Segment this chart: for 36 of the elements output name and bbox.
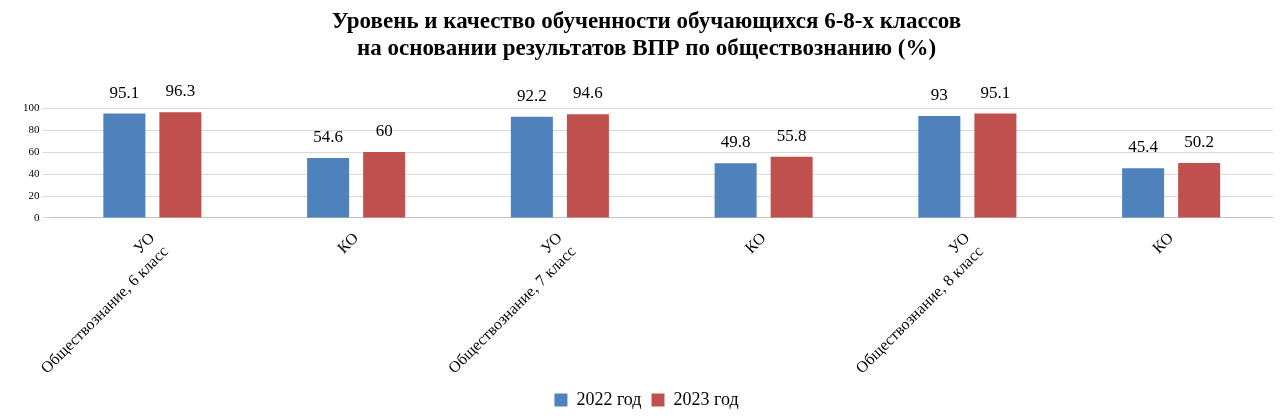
chart-title: Уровень и качество обученности обучающихся 6-8-х классов на основании результатов ВПР по обществознанию (%) <box>331 7 962 61</box>
y-tick-label: 40 <box>28 166 40 179</box>
bar <box>566 114 609 218</box>
x-tick-label: КО <box>741 228 769 257</box>
bar <box>1178 162 1221 218</box>
y-tick-label: 60 <box>28 145 40 158</box>
data-label: 92.2 <box>516 85 547 105</box>
data-label: 94.6 <box>573 83 603 103</box>
data-label: 96.3 <box>165 81 196 101</box>
data-label: 95.1 <box>109 82 140 102</box>
data-label: 45.4 <box>1128 137 1159 157</box>
bar <box>1122 168 1165 218</box>
bar <box>510 116 553 218</box>
y-tick-label: 0 <box>34 210 40 223</box>
bar <box>770 156 813 218</box>
bar <box>307 158 350 218</box>
data-label: 55.8 <box>776 125 807 145</box>
x-tick-label: КО <box>1148 228 1177 257</box>
x-tick-label: КО <box>333 228 362 257</box>
bar <box>159 112 202 218</box>
y-tick-label: 80 <box>28 123 40 136</box>
data-label: 93 <box>930 84 948 104</box>
data-label: 50.2 <box>1184 131 1215 151</box>
y-tick-label: 20 <box>28 188 40 201</box>
data-label: 54.6 <box>313 127 343 147</box>
bar <box>918 115 961 218</box>
y-tick-label: 100 <box>23 101 40 114</box>
bar <box>103 113 146 218</box>
data-label: 60 <box>375 121 393 141</box>
bar <box>714 163 757 218</box>
legend-label: 2022 год <box>576 388 642 409</box>
legend-label: 2023 год <box>673 388 739 409</box>
data-label: 49.8 <box>720 132 751 152</box>
bar <box>363 152 406 218</box>
data-label: 95.1 <box>980 82 1011 102</box>
bar <box>974 113 1017 218</box>
